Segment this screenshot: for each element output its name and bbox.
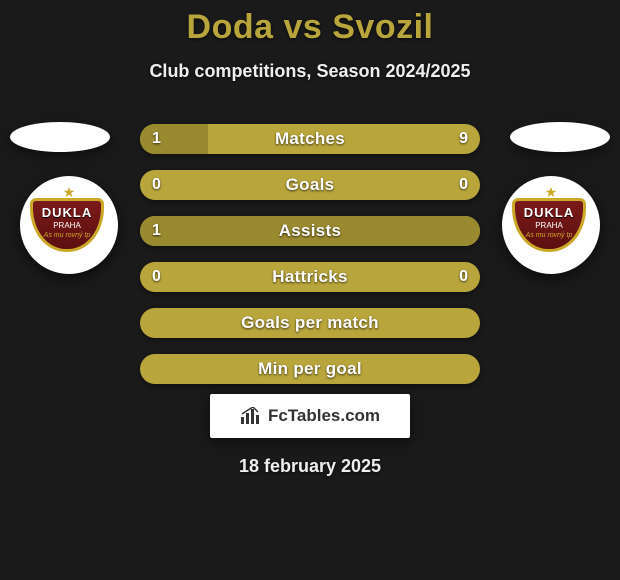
shield-icon: DUKLA PRAHA As mu rovný tp xyxy=(30,198,104,252)
stat-row: Min per goal xyxy=(140,354,480,384)
brand-badge[interactable]: FcTables.com xyxy=(210,394,410,438)
stat-label: Hattricks xyxy=(140,262,480,292)
club-name-left: DUKLA xyxy=(42,205,93,220)
player-right-placeholder xyxy=(510,122,610,152)
club-sub-left: PRAHA xyxy=(53,221,81,230)
date-text: 18 february 2025 xyxy=(0,456,620,477)
stat-row: 19Matches xyxy=(140,124,480,154)
club-emblem: ★ DUKLA PRAHA As mu rovný tp xyxy=(512,186,590,264)
stats-bars: 19Matches 00Goals 1Assists 00Hattricks Goals… xyxy=(140,124,480,400)
stat-row: 00Hattricks xyxy=(140,262,480,292)
club-badge-right[interactable]: ★ DUKLA PRAHA As mu rovný tp xyxy=(502,176,600,274)
club-badge-left[interactable]: ★ DUKLA PRAHA As mu rovný tp xyxy=(20,176,118,274)
footer-area: FcTables.com 18 february 2025 xyxy=(0,392,620,477)
stat-label: Goals per match xyxy=(140,308,480,338)
stat-label: Goals xyxy=(140,170,480,200)
stat-label: Assists xyxy=(140,216,480,246)
club-sub-right: PRAHA xyxy=(535,221,563,230)
club-script-right: As mu rovný tp xyxy=(526,232,573,239)
page-title: Doda vs Svozil xyxy=(0,8,620,47)
shield-icon: DUKLA PRAHA As mu rovný tp xyxy=(512,198,586,252)
stat-row: Goals per match xyxy=(140,308,480,338)
stat-row: 00Goals xyxy=(140,170,480,200)
player-left-placeholder xyxy=(10,122,110,152)
club-script-left: As mu rovný tp xyxy=(44,232,91,239)
stat-label: Min per goal xyxy=(140,354,480,384)
page-subtitle: Club competitions, Season 2024/2025 xyxy=(0,61,620,82)
bar-chart-icon xyxy=(240,407,262,425)
comparison-widget: Doda vs Svozil Club competitions, Season… xyxy=(0,0,620,580)
club-name-right: DUKLA xyxy=(524,205,575,220)
brand-text: FcTables.com xyxy=(268,406,380,426)
stat-row: 1Assists xyxy=(140,216,480,246)
club-emblem: ★ DUKLA PRAHA As mu rovný tp xyxy=(30,186,108,264)
stat-label: Matches xyxy=(140,124,480,154)
